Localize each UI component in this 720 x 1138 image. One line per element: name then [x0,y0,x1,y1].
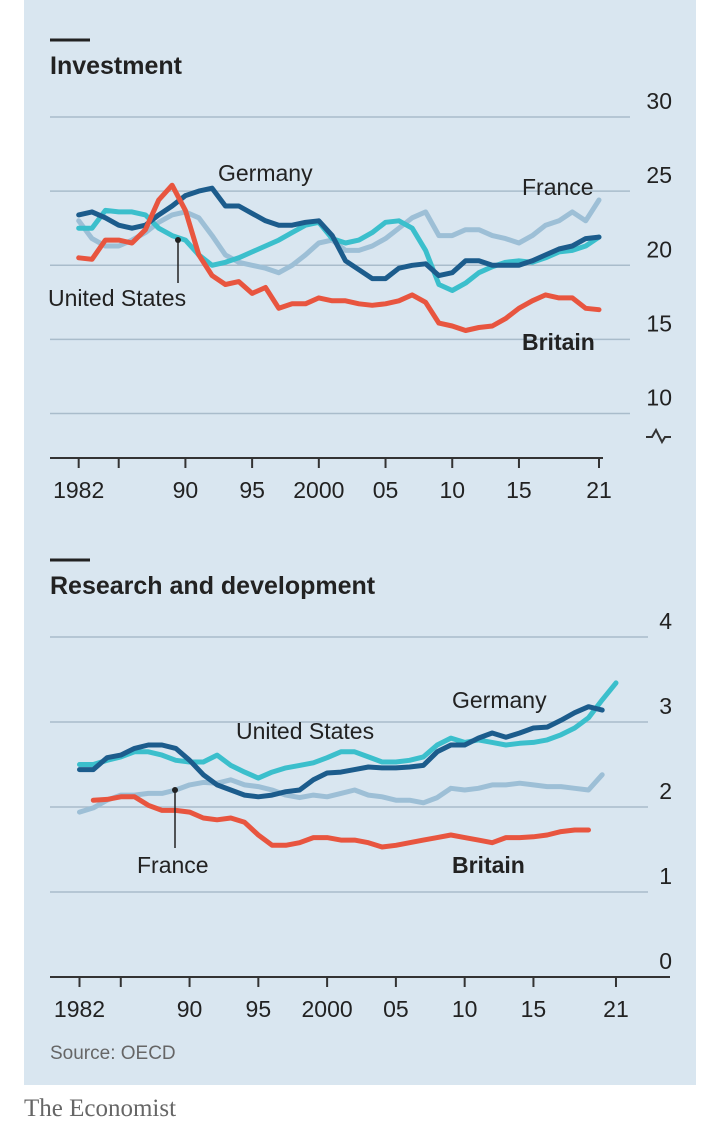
chart-title: Investment [50,52,183,80]
y-tick-label: 10 [646,385,672,411]
x-tick-label: 2000 [293,477,344,503]
x-tick-label: 1982 [54,996,105,1022]
series-line [76,207,602,293]
series-label: Germany [218,160,313,186]
axis-break [646,427,671,445]
x-tick-label: 90 [173,477,199,503]
series-label: France [522,174,594,200]
panel-background [24,0,696,1085]
x-tick-label: 15 [521,996,547,1022]
y-tick-label: 2 [659,778,672,804]
series-label: Britain [522,329,595,355]
series-label: Germany [452,687,547,713]
x-tick-label: 21 [603,996,629,1022]
x-tick-label: 10 [439,477,465,503]
x-tick-label: 2000 [302,996,353,1022]
series-label: France [137,852,209,878]
y-tick-label: 15 [646,310,672,336]
series-line [77,680,619,781]
x-tick-label: 95 [246,996,272,1022]
series-label: United States [48,285,186,311]
x-tick-label: 05 [373,477,399,503]
x-tick-label: 05 [383,996,409,1022]
x-tick-label: 10 [452,996,478,1022]
series-line [77,772,605,815]
chart-title: Research and development [50,572,376,600]
label-pointer-dot [175,237,181,243]
x-tick-label: 95 [239,477,265,503]
y-tick-label: 0 [659,948,672,974]
series-line [77,704,605,800]
x-tick-label: 90 [177,996,203,1022]
y-tick-label: 4 [659,608,672,634]
series-label: Britain [452,852,525,878]
x-tick-label: 15 [506,477,532,503]
y-tick-label: 20 [646,236,672,262]
x-tick-label: 21 [586,477,612,503]
y-tick-label: 30 [646,88,672,114]
series-line [76,182,602,333]
source-note: Source: OECD [50,1043,176,1064]
y-tick-label: 1 [659,863,672,889]
label-pointer-dot [172,787,178,793]
y-tick-label: 25 [646,162,672,188]
x-tick-label: 1982 [53,477,104,503]
series-line [90,794,591,850]
series-line [76,185,602,282]
y-tick-label: 3 [659,693,672,719]
footer-brand: The Economist [24,1095,176,1122]
series-label: United States [236,718,374,744]
